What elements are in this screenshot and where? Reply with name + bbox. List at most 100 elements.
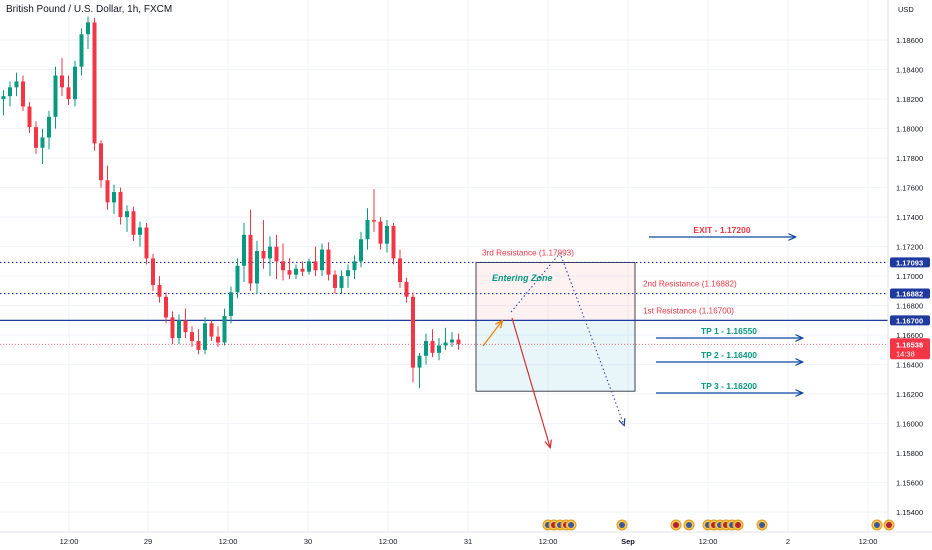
event-flag-core [735, 522, 741, 528]
x-tick-label: 12:00 [60, 537, 79, 546]
event-flag-icon [565, 519, 577, 531]
currency-label: USD [898, 5, 914, 14]
current-price-tag: 1.16538 [896, 340, 923, 349]
target-label: EXIT - 1.17200 [693, 225, 750, 235]
candle [346, 264, 350, 288]
candle-body [183, 320, 188, 333]
candle-body [34, 127, 38, 148]
candle [294, 264, 298, 280]
candle [118, 187, 123, 225]
candle [248, 209, 253, 291]
event-flag-core [686, 522, 692, 528]
candle-body [385, 225, 389, 244]
candle [339, 270, 344, 294]
candle [222, 308, 227, 346]
candle-body [177, 320, 181, 339]
down-projection-arrow [511, 317, 550, 447]
candle [430, 329, 435, 358]
candle-body [14, 81, 19, 88]
candle-body [443, 342, 448, 346]
candle-body [248, 234, 253, 284]
candle [281, 243, 285, 281]
candle [125, 205, 129, 232]
candle [235, 258, 240, 299]
candle-body [53, 75, 58, 117]
candle [437, 338, 441, 361]
candle-body [281, 261, 285, 271]
candle [27, 102, 32, 134]
event-flag-core [759, 522, 765, 528]
zone-label: Entering Zone [492, 273, 553, 283]
candle-body [450, 339, 454, 343]
candle-body [378, 221, 383, 244]
candle-body [261, 251, 266, 259]
candle-body [424, 341, 428, 356]
x-tick-label: 2 [786, 537, 790, 546]
candle-body [300, 268, 305, 272]
y-tick-label: 1.15800 [896, 449, 923, 458]
candle-body [287, 270, 292, 275]
candle-body [326, 249, 331, 275]
candle [378, 217, 383, 250]
dotted-path-arrow [510, 251, 624, 425]
candle-body [339, 276, 344, 288]
level-price-tag-bg [890, 257, 930, 268]
candle-body [268, 246, 272, 259]
candle [144, 223, 149, 265]
candle-body [8, 87, 12, 97]
event-flag-core [568, 522, 574, 528]
candle-body [359, 239, 363, 262]
x-tick-label: 12:00 [219, 537, 238, 546]
event-flag-icon [756, 519, 768, 531]
event-flag-icon [683, 519, 695, 531]
candle-body [437, 345, 441, 353]
candle [1, 90, 6, 116]
y-tick-label: 1.17800 [896, 154, 923, 163]
candle [456, 333, 461, 350]
level-price-tag-bg [890, 315, 930, 326]
candle [404, 277, 409, 303]
candle [47, 110, 51, 150]
candle-body [209, 323, 214, 337]
y-tick-label: 1.17600 [896, 184, 923, 193]
candle-body [222, 315, 227, 343]
y-tick-label: 1.18200 [896, 95, 923, 104]
candle [86, 16, 90, 49]
x-tick-label: 12:00 [699, 537, 718, 546]
candle [391, 223, 396, 265]
candle-body [411, 296, 415, 368]
x-tick-label: 12:00 [539, 537, 558, 546]
current-price-tag-bg [890, 338, 930, 360]
candle [105, 165, 110, 210]
event-flag-core [886, 522, 892, 528]
candle-body [313, 261, 318, 271]
candle [411, 292, 415, 383]
candle [313, 246, 318, 277]
y-tick-label: 1.16800 [896, 302, 923, 311]
candle-body [398, 258, 402, 283]
candle-body [190, 332, 194, 342]
candle [385, 220, 389, 253]
candle [40, 128, 45, 165]
candle-body [157, 284, 162, 297]
y-tick-label: 1.17400 [896, 213, 923, 222]
candle-body [131, 211, 136, 235]
candle [216, 326, 220, 347]
candle [79, 28, 84, 76]
candle-body [391, 225, 396, 259]
candle-body [40, 137, 45, 148]
zone-upper [476, 262, 635, 321]
candle [164, 292, 168, 324]
price-axis-bg [888, 0, 932, 550]
candle [300, 261, 305, 277]
y-tick-label: 1.16600 [896, 331, 923, 340]
candle [190, 326, 194, 347]
candle-body [372, 220, 376, 222]
candle [274, 234, 279, 280]
resistance-label: 2nd Resistance (1.16882) [643, 280, 737, 289]
candle-body [47, 116, 51, 138]
candle-body [333, 274, 337, 288]
level-price-tag-bg [890, 288, 930, 299]
candle [242, 223, 246, 283]
